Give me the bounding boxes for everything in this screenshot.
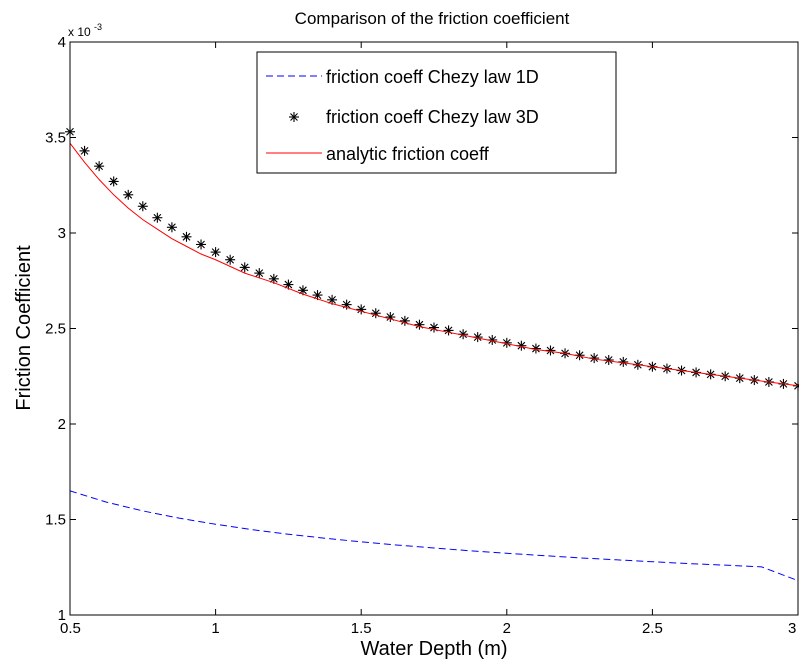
data-point-chezy-3d	[327, 294, 338, 305]
y-axis-multiplier: x 10 -3	[68, 22, 102, 39]
chart-title: Comparison of the friction coefficient	[295, 9, 570, 28]
data-point-chezy-3d	[399, 315, 410, 326]
data-point-chezy-3d	[297, 285, 308, 296]
y-tick-label: 4	[58, 34, 66, 51]
x-tick-label: 1	[211, 620, 219, 637]
legend-marker-3d	[289, 112, 299, 122]
legend-label-1d: friction coeff Chezy law 1D	[326, 67, 539, 87]
data-point-chezy-3d	[123, 189, 134, 200]
data-point-chezy-3d	[181, 231, 192, 242]
data-point-chezy-3d	[356, 304, 367, 315]
y-tick-label: 3	[58, 225, 66, 242]
data-point-chezy-3d	[166, 222, 177, 233]
x-tick-label: 2	[503, 620, 511, 637]
data-point-chezy-3d	[370, 308, 381, 319]
data-point-chezy-3d	[312, 290, 323, 301]
data-point-chezy-3d	[137, 201, 148, 212]
series-line-chezy-1d	[69, 490, 799, 582]
data-point-chezy-3d	[443, 325, 454, 336]
y-tick-label: 2.5	[45, 321, 66, 338]
legend-label-3d: friction coeff Chezy law 3D	[326, 107, 539, 127]
y-tick-label: 3.5	[45, 130, 66, 147]
data-point-chezy-3d	[414, 319, 425, 330]
plot-marks	[65, 126, 799, 582]
data-point-chezy-3d	[94, 161, 105, 172]
data-point-chezy-3d	[79, 145, 90, 156]
data-point-chezy-3d	[152, 212, 163, 223]
data-point-chezy-3d	[603, 355, 614, 366]
data-point-chezy-3d	[210, 247, 221, 258]
y-axis-multiplier-exponent: -3	[94, 22, 102, 32]
data-point-chezy-3d	[225, 254, 236, 265]
y-tick-label: 2	[58, 416, 66, 433]
data-point-chezy-3d	[108, 176, 119, 187]
legend-label-analytic: analytic friction coeff	[326, 144, 490, 164]
y-axis-multiplier-base: x 10	[68, 25, 91, 39]
data-point-chezy-3d	[239, 262, 250, 273]
legend: friction coeff Chezy law 1D friction coe…	[256, 51, 617, 174]
x-axis-label: Water Depth (m)	[360, 638, 507, 660]
x-tick-label: 1.5	[351, 620, 372, 637]
data-point-chezy-3d	[429, 322, 439, 333]
data-point-chezy-3d	[545, 345, 556, 356]
series-line-analytic	[69, 142, 799, 387]
data-point-chezy-3d	[254, 268, 265, 279]
data-point-chezy-3d	[268, 273, 279, 284]
data-point-chezy-3d	[618, 356, 629, 367]
y-tick-label: 1.5	[45, 512, 66, 529]
x-tick-label: 3	[788, 620, 796, 637]
data-point-chezy-3d	[196, 239, 207, 250]
axis-ticks: 0.5 1 1.5 2 2.5 311.522.533.54	[45, 34, 799, 637]
x-tick-label: 2.5	[642, 620, 663, 637]
data-point-chezy-3d	[516, 340, 527, 351]
x-tick-label: 0.5	[60, 620, 81, 637]
y-tick-label: 1	[58, 607, 66, 624]
y-axis-label: Friction Coefficient	[13, 245, 35, 411]
data-point-chezy-3d	[385, 312, 396, 323]
